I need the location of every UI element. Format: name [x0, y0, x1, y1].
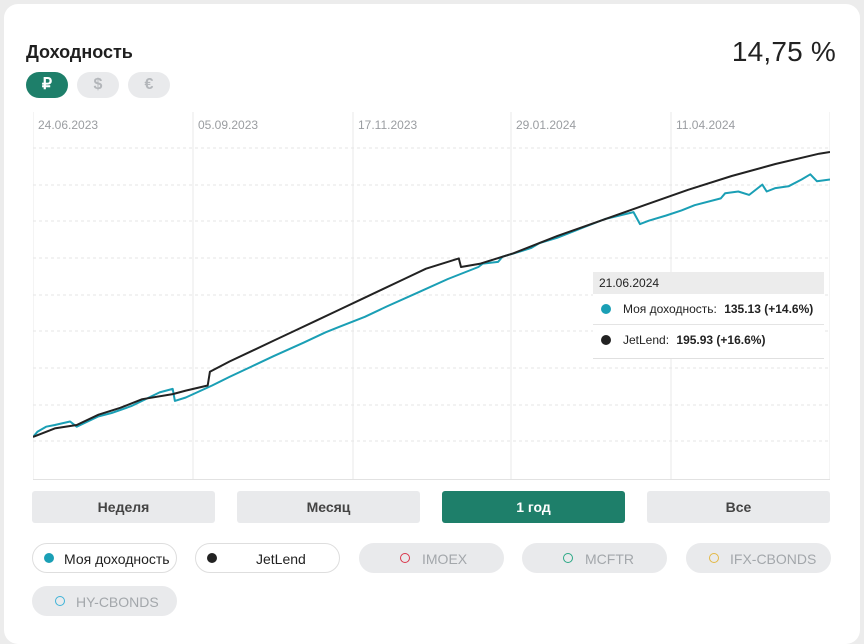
x-tick-label: 24.06.2023 — [38, 118, 98, 132]
period-all-button[interactable]: Все — [647, 491, 830, 523]
tooltip-jetlend-label: JetLend: — [623, 333, 670, 347]
legend-my-yield-dot-icon — [44, 553, 54, 563]
x-tick-label: 05.09.2023 — [198, 118, 258, 132]
period-year-button[interactable]: 1 год — [442, 491, 625, 523]
currency-usd-button[interactable]: $ — [77, 72, 119, 98]
currency-eur-button[interactable]: € — [128, 72, 170, 98]
x-tick-label: 11.04.2024 — [676, 118, 735, 132]
tooltip-my-label: Моя доходность: — [623, 302, 717, 316]
yield-value: 14,75 % — [731, 36, 836, 67]
currency-rub-button[interactable]: ₽ — [26, 72, 68, 98]
chart-tooltip: 21.06.2024 Моя доходность: 135.13 (+14.6… — [593, 272, 824, 359]
tooltip-date: 21.06.2024 — [593, 272, 824, 294]
page-title: Доходность — [26, 42, 133, 62]
legend-jetlend-dot-icon — [207, 553, 217, 563]
legend-mcftr-ring-icon — [563, 553, 573, 563]
tooltip-row-my: Моя доходность: 135.13 (+14.6%) — [593, 294, 824, 324]
legend-jetlend[interactable]: JetLend — [195, 543, 340, 573]
period-week-button[interactable]: Неделя — [32, 491, 215, 523]
legend-imoex[interactable]: IMOEX — [359, 543, 504, 573]
legend-mcftr[interactable]: MCFTR — [522, 543, 667, 573]
tooltip-my-dot-icon — [601, 304, 611, 314]
x-tick-label: 29.01.2024 — [516, 118, 576, 132]
legend-my-yield[interactable]: Моя доходность — [32, 543, 177, 573]
x-tick-label: 17.11.2023 — [358, 118, 417, 132]
period-month-button[interactable]: Месяц — [237, 491, 420, 523]
legend-hy-cbonds[interactable]: HY-CBONDS — [32, 586, 177, 616]
tooltip-jetlend-value: 195.93 (+16.6%) — [676, 333, 766, 347]
tooltip-my-value: 135.13 (+14.6%) — [724, 302, 814, 316]
legend-ifx-cbonds-ring-icon — [709, 553, 719, 563]
legend-imoex-ring-icon — [400, 553, 410, 563]
series-line-jetlend — [33, 151, 830, 438]
legend-hy-cbonds-ring-icon — [55, 596, 65, 606]
tooltip-row-jetlend: JetLend: 195.93 (+16.6%) — [593, 325, 824, 355]
tooltip-jetlend-dot-icon — [601, 335, 611, 345]
legend-ifx-cbonds[interactable]: IFX-CBONDS — [686, 543, 831, 573]
